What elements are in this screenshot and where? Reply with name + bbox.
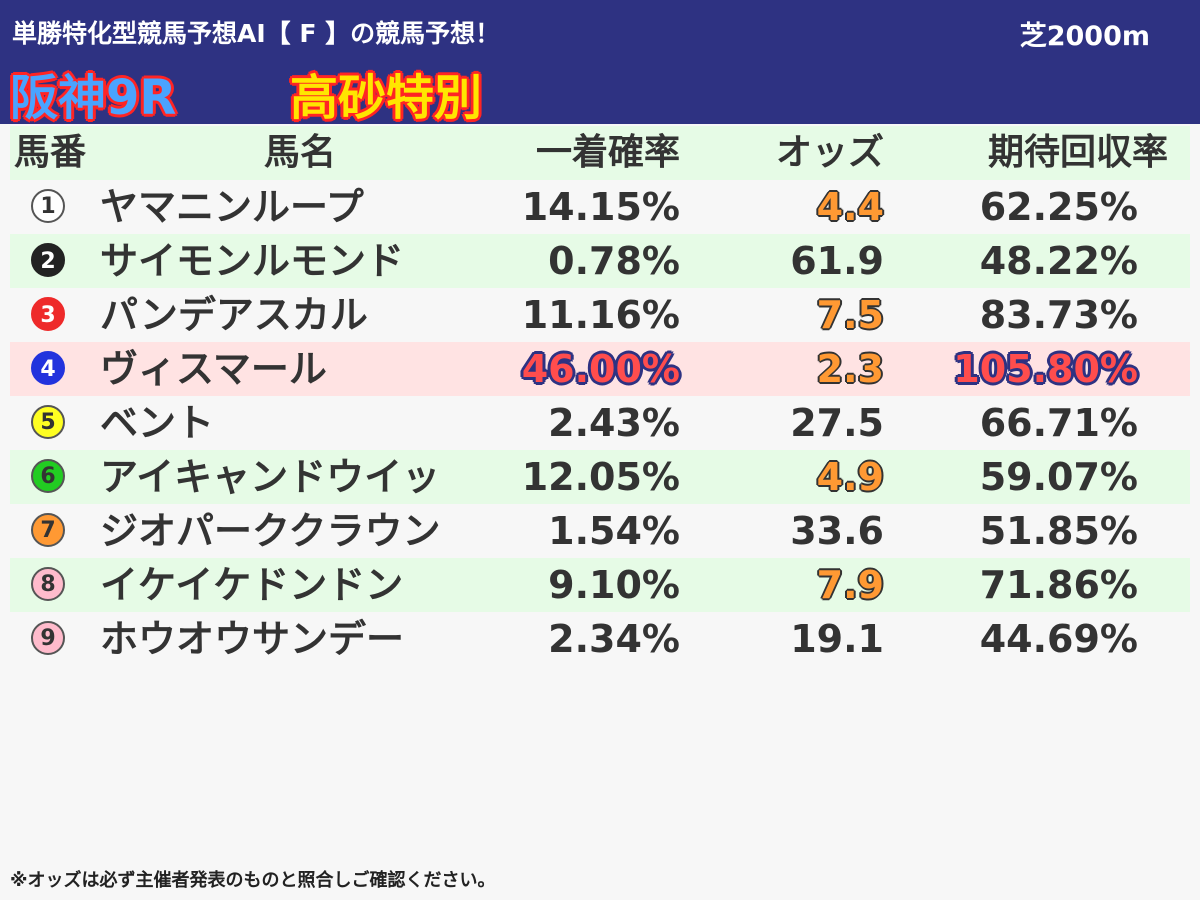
- odds-value: 27.5: [790, 401, 884, 445]
- table-row: 8 イケイケドンドン 9.10% 7.9 71.86%: [10, 558, 1190, 612]
- horse-name: ホウオウサンデー: [100, 617, 405, 661]
- win-probability: 0.78%: [548, 239, 680, 283]
- race-number: 阪神9R: [10, 70, 177, 126]
- horse-number-badge: 9: [31, 621, 65, 655]
- horse-name: サイモンルモンド: [100, 239, 405, 283]
- header-banner: 単勝特化型競馬予想AI【 F 】の競馬予想！ 芝2000m 阪神9R 高砂特別: [0, 0, 1200, 126]
- table-body: 1 ヤマニンループ 14.15% 4.4 62.25% 2 サイモンルモンド 0.78% 61.…: [10, 180, 1190, 666]
- expected-return: 71.86%: [979, 563, 1138, 607]
- table-header-row: 馬番 馬名 一着確率 オッズ 期待回収率: [10, 126, 1190, 180]
- odds-value: 61.9: [790, 239, 884, 283]
- horse-name: アイキャンドウイッ: [100, 455, 441, 499]
- win-probability: 11.16%: [521, 293, 680, 337]
- win-probability: 46.00%: [521, 347, 680, 391]
- table-row: 2 サイモンルモンド 0.78% 61.9 48.22%: [10, 234, 1190, 288]
- horse-number-cell: 3: [10, 288, 90, 342]
- horse-number-cell: 2: [10, 234, 90, 288]
- expected-return: 105.80%: [953, 347, 1138, 391]
- horse-number-badge: 6: [31, 459, 65, 493]
- table-row: 3 パンデアスカル 11.16% 7.5 83.73%: [10, 288, 1190, 342]
- expected-return: 66.71%: [979, 401, 1138, 445]
- horse-number-cell: 5: [10, 396, 90, 450]
- horse-name: ヴィスマール: [100, 347, 327, 391]
- odds-value: 4.9: [816, 455, 884, 499]
- column-header-odds: オッズ: [775, 132, 884, 173]
- horse-number-badge: 1: [31, 189, 65, 223]
- expected-return: 51.85%: [979, 509, 1138, 553]
- horse-number-badge: 2: [31, 243, 65, 277]
- column-header-win-probability: 一着確率: [535, 132, 680, 173]
- horse-number-cell: 6: [10, 450, 90, 504]
- table-row: 7 ジオパーククラウン 1.54% 33.6 51.85%: [10, 504, 1190, 558]
- odds-value: 2.3: [816, 347, 884, 391]
- column-header-number: 馬番: [13, 132, 86, 173]
- odds-value: 4.4: [816, 185, 884, 229]
- horse-name: パンデアスカル: [100, 293, 368, 337]
- prediction-table: 馬番 馬名 一着確率 オッズ 期待回収率 1 ヤマニンループ 14.15% 4.4 62…: [10, 126, 1190, 666]
- course-info: 芝2000m: [1019, 21, 1150, 52]
- expected-return: 48.22%: [979, 239, 1138, 283]
- horse-number-badge: 5: [31, 405, 65, 439]
- expected-return: 59.07%: [979, 455, 1138, 499]
- horse-number-badge: 4: [31, 351, 65, 385]
- horse-number-cell: 1: [10, 180, 90, 234]
- race-name: 高砂特別: [290, 70, 483, 126]
- header-subtitle: 単勝特化型競馬予想AI【 F 】の競馬予想！: [12, 19, 501, 48]
- table-row: 6 アイキャンドウイッ 12.05% 4.9 59.07%: [10, 450, 1190, 504]
- horse-name: ヤマニンループ: [100, 185, 364, 229]
- odds-value: 7.5: [816, 293, 884, 337]
- horse-number-badge: 7: [31, 513, 65, 547]
- win-probability: 1.54%: [548, 509, 680, 553]
- table-row: 4 ヴィスマール 46.00% 2.3 105.80%: [10, 342, 1190, 396]
- win-probability: 2.43%: [548, 401, 680, 445]
- table-row: 1 ヤマニンループ 14.15% 4.4 62.25%: [10, 180, 1190, 234]
- column-header-horse-name: 馬名: [263, 132, 336, 173]
- horse-number-cell: 7: [10, 504, 90, 558]
- horse-name: ベント: [100, 401, 215, 445]
- win-probability: 14.15%: [521, 185, 680, 229]
- column-header-expected-return: 期待回収率: [987, 132, 1168, 173]
- odds-value: 7.9: [816, 563, 884, 607]
- horse-number-cell: 4: [10, 342, 90, 396]
- horse-name: イケイケドンドン: [100, 563, 404, 607]
- table-row: 9 ホウオウサンデー 2.34% 19.1 44.69%: [10, 612, 1190, 666]
- expected-return: 83.73%: [979, 293, 1138, 337]
- table-row: 5 ベント 2.43% 27.5 66.71%: [10, 396, 1190, 450]
- odds-value: 33.6: [790, 509, 884, 553]
- win-probability: 2.34%: [548, 617, 680, 661]
- win-probability: 12.05%: [521, 455, 680, 499]
- expected-return: 44.69%: [979, 617, 1138, 661]
- expected-return: 62.25%: [979, 185, 1138, 229]
- horse-number-cell: 9: [10, 612, 90, 666]
- win-probability: 9.10%: [548, 563, 680, 607]
- horse-number-cell: 8: [10, 558, 90, 612]
- footnote: ※オッズは必ず主催者発表のものと照合しご確認ください。: [10, 870, 496, 891]
- odds-value: 19.1: [790, 617, 884, 661]
- horse-number-badge: 3: [31, 297, 65, 331]
- horse-number-badge: 8: [31, 567, 65, 601]
- horse-name: ジオパーククラウン: [100, 509, 441, 553]
